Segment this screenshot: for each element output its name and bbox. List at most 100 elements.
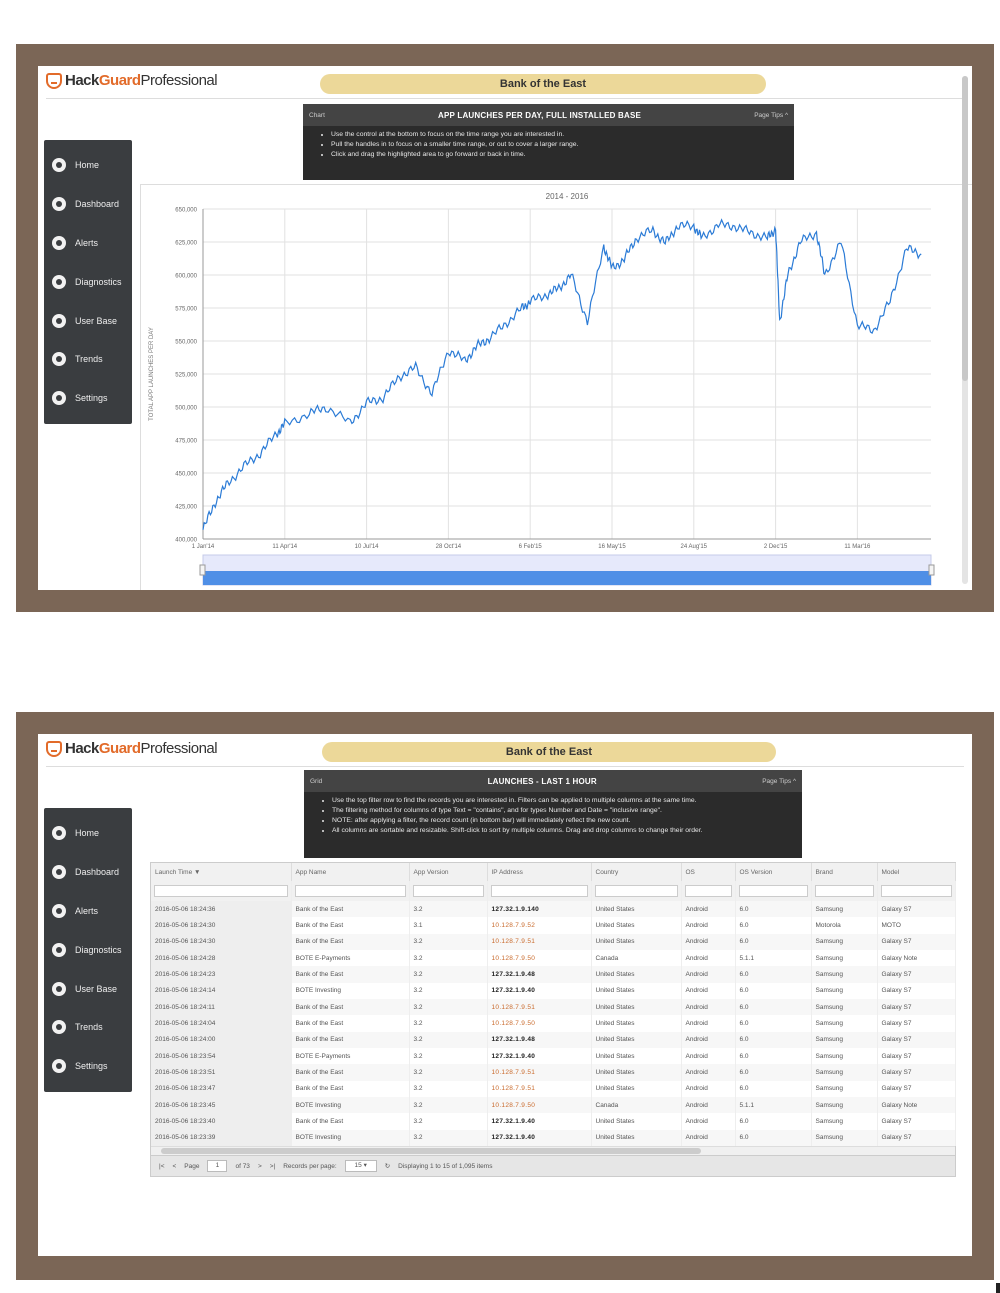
sidebar-item-home[interactable]: Home [44,814,132,853]
table-cell: 127.32.1.9.48 [487,1031,592,1049]
table-cell: 6.0 [735,1031,812,1049]
column-header[interactable]: Launch Time ▼ [151,863,292,881]
table-row[interactable]: 2016-05-06 18:24:28 BOTE E-Payments 3.2 10.… [151,950,956,967]
table-cell: 127.32.1.9.40 [487,982,592,1000]
screenshot-frame-bottom: HackGuardProfessional Bank of the East H… [16,712,994,1280]
table-row[interactable]: 2016-05-06 18:24:30 Bank of the East 3.2 10… [151,933,956,951]
table-cell: 2016-05-06 18:24:30 [151,933,292,951]
sidebar-item-user-base[interactable]: User Base [44,969,132,1008]
column-header[interactable]: Country [591,863,682,881]
prev-page-icon[interactable]: < [172,1162,177,1170]
table-row[interactable]: 2016-05-06 18:24:30 Bank of the East 3.1 10… [151,917,956,934]
x-tick-label: 11 Mar'16 [844,544,871,550]
table-row[interactable]: 2016-05-06 18:24:11 Bank of the East 3.2 10… [151,999,956,1016]
column-header[interactable]: App Version [409,863,488,881]
table-cell: 6.0 [735,1064,812,1081]
alerts-icon [52,235,66,250]
column-filter-input[interactable] [490,885,588,897]
column-filter-input[interactable] [412,885,484,897]
sidebar-item-home[interactable]: Home [44,146,132,185]
vertical-scrollbar[interactable] [962,76,968,584]
sidebar-item-label: Home [75,828,100,839]
sidebar-item-dashboard[interactable]: Dashboard [44,853,132,892]
page-count: of 73 [235,1162,250,1170]
horizontal-scrollbar[interactable] [151,1146,955,1156]
x-tick-label: 2 Dec'15 [764,544,788,550]
records-per-page-select[interactable]: 15 ▾ [344,1160,377,1173]
table-row[interactable]: 2016-05-06 18:23:51 Bank of the East 3.2 10… [151,1064,956,1081]
next-page-icon[interactable]: > [257,1162,262,1170]
column-filter-input[interactable] [738,885,808,897]
pager-bar: |< < Page 1 of 73 > >| Records per page:… [151,1155,955,1177]
table-row[interactable]: 2016-05-06 18:23:39 BOTE Investing 3.2 127.… [151,1129,956,1147]
table-cell: United States [591,1064,682,1081]
table-row[interactable]: 2016-05-06 18:24:36 Bank of the East 3.2 12… [151,901,956,918]
sidebar-item-settings[interactable]: Settings [44,379,132,418]
sidebar-item-diagnostics[interactable]: Diagnostics [44,930,132,969]
column-filter-input[interactable] [814,885,874,897]
page-number-input[interactable]: 1 [207,1160,228,1173]
sidebar-item-diagnostics[interactable]: Diagnostics [44,262,132,301]
table-cell: Bank of the East [291,966,410,983]
sidebar-item-trends[interactable]: Trends [44,1008,132,1047]
column-header[interactable]: App Name [291,863,410,881]
table-cell: 2016-05-06 18:23:40 [151,1113,292,1130]
first-page-icon[interactable]: |< [159,1162,165,1170]
table-row[interactable]: 2016-05-06 18:23:40 Bank of the East 3.2 12… [151,1113,956,1130]
column-filter-input[interactable] [154,885,288,897]
y-tick-label: 600,000 [175,274,197,280]
page-tips-label: Page Tips [754,111,784,119]
page-tips-toggle[interactable]: Page Tips ^ [754,112,788,119]
table-cell: United States [591,999,682,1016]
column-header[interactable]: IP Address [487,863,592,881]
header-divider [46,766,964,767]
table-row[interactable]: 2016-05-06 18:24:00 Bank of the East 3.2 12… [151,1031,956,1049]
column-filter-input[interactable] [684,885,732,897]
sidebar-nav: Home Dashboard Alerts Diagnostics User B… [44,140,132,424]
table-row[interactable]: 2016-05-06 18:24:14 BOTE Investing 3.2 127.… [151,982,956,1000]
hackguard-logo[interactable]: HackGuardProfessional [46,72,218,89]
column-header[interactable]: OS Version [735,863,812,881]
table-cell: United States [591,982,682,1000]
y-tick-label: 650,000 [175,208,197,214]
table-row[interactable]: 2016-05-06 18:24:04 Bank of the East 3.2 10… [151,1015,956,1032]
diagnostics-icon [52,942,66,957]
column-filter-input[interactable] [880,885,952,897]
refresh-icon[interactable]: ↻ [384,1163,391,1171]
sidebar-item-trends[interactable]: Trends [44,340,132,379]
column-filter-input[interactable] [594,885,678,897]
tip-item: All columns are sortable and resizable. … [332,826,802,836]
sidebar-item-user-base[interactable]: User Base [44,301,132,340]
table-row[interactable]: 2016-05-06 18:24:23 Bank of the East 3.2 12… [151,966,956,983]
sidebar-item-label: Diagnostics [75,944,122,955]
table-cell: 3.2 [409,999,488,1016]
table-cell: Galaxy Note [877,1097,956,1114]
column-header[interactable]: OS [681,863,736,881]
sidebar-item-dashboard[interactable]: Dashboard [44,185,132,224]
app-window-grid: HackGuardProfessional Bank of the East H… [38,734,972,1256]
table-cell: Android [681,966,736,983]
table-cell: Galaxy S7 [877,1113,956,1130]
table-row[interactable]: 2016-05-06 18:23:54 BOTE E-Payments 3.2 127… [151,1048,956,1065]
last-page-icon[interactable]: >| [269,1162,276,1170]
launches-table: Launch Time ▼ App Name App Version IP Addre… [151,863,956,1147]
hackguard-logo[interactable]: HackGuardProfessional [46,740,218,757]
sidebar-item-alerts[interactable]: Alerts [44,892,132,931]
column-header[interactable]: Brand [811,863,878,881]
table-row[interactable]: 2016-05-06 18:23:47 Bank of the East 3.2 10… [151,1080,956,1098]
records-per-page-label: Records per page: [283,1162,337,1170]
y-tick-label: 525,000 [175,373,197,379]
column-header[interactable]: Model [877,863,956,881]
table-cell: MOTO [877,917,956,934]
table-cell: United States [591,1129,682,1147]
table-row[interactable]: 2016-05-06 18:23:45 BOTE Investing 3.2 10.1… [151,1097,956,1114]
column-filter-input[interactable] [294,885,406,897]
range-navigator-area [203,571,931,585]
x-tick-label: 28 Oct'14 [436,544,462,550]
page-tips-toggle[interactable]: Page Tips ^ [762,778,796,785]
line-chart[interactable]: 2014 - 2016 400,000 425,000 450,000 475,000 5… [141,185,972,590]
sidebar-item-settings[interactable]: Settings [44,1047,132,1086]
table-cell: Galaxy S7 [877,966,956,983]
table-cell: Galaxy S7 [877,1080,956,1098]
sidebar-item-alerts[interactable]: Alerts [44,224,132,263]
